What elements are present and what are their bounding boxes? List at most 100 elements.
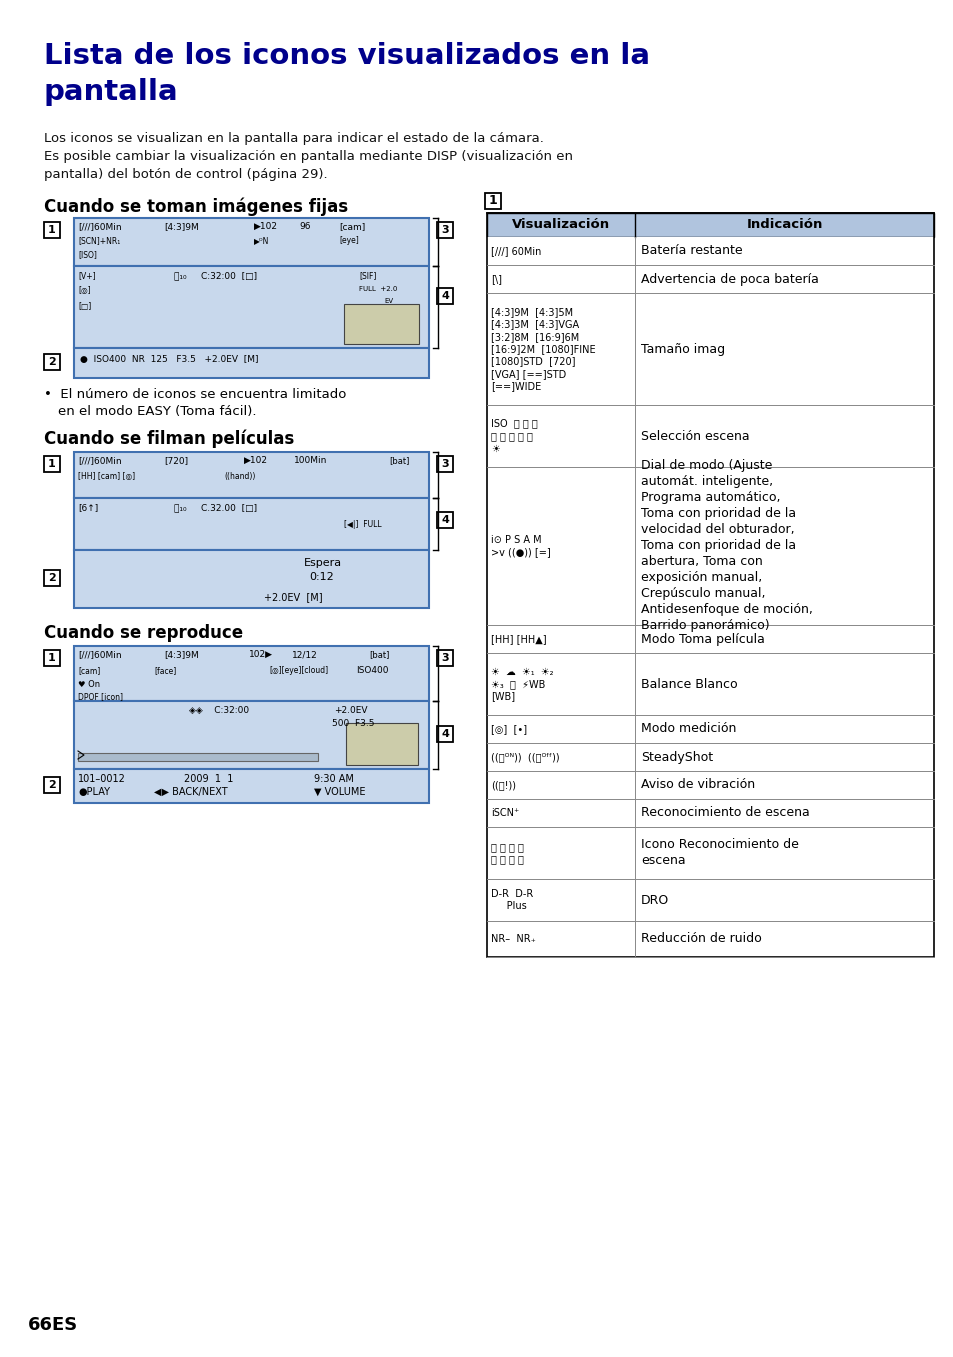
Text: [4:3]9M: [4:3]9M xyxy=(164,223,198,231)
Text: [///]60Min: [///]60Min xyxy=(78,650,121,660)
Bar xyxy=(486,744,933,771)
Text: 4: 4 xyxy=(440,290,449,301)
Bar xyxy=(486,293,933,404)
Text: [cam]: [cam] xyxy=(78,666,100,674)
Text: Modo Toma película: Modo Toma película xyxy=(640,632,764,646)
Text: 102▶: 102▶ xyxy=(249,650,273,660)
Text: [///]60Min: [///]60Min xyxy=(78,223,121,231)
Text: 3: 3 xyxy=(440,225,448,235)
Text: 4: 4 xyxy=(440,729,449,740)
Text: +2.0EV: +2.0EV xyxy=(334,706,367,715)
Text: [HH] [HH▲]: [HH] [HH▲] xyxy=(491,634,546,645)
Bar xyxy=(436,512,453,528)
Text: 1: 1 xyxy=(48,653,56,664)
Bar xyxy=(486,826,933,879)
Text: [□]: [□] xyxy=(78,303,91,311)
Bar xyxy=(436,223,453,237)
Text: ●PLAY: ●PLAY xyxy=(78,787,110,797)
Text: Cuando se filman películas: Cuando se filman películas xyxy=(44,430,294,449)
Text: [eye]: [eye] xyxy=(338,236,358,246)
Text: ((👁!)): ((👁!)) xyxy=(491,780,516,790)
Text: Modo medición: Modo medición xyxy=(640,722,736,735)
Bar xyxy=(74,498,429,550)
Text: +2.0EV  [M]: +2.0EV [M] xyxy=(264,592,322,603)
Text: Dial de modo (Ajuste
automát. inteligente,
Programa automático,
Toma con priorid: Dial de modo (Ajuste automát. inteligent… xyxy=(640,460,812,632)
Text: 500  F3.5: 500 F3.5 xyxy=(332,719,375,727)
Text: Reconocimiento de escena: Reconocimiento de escena xyxy=(640,806,809,820)
Bar xyxy=(44,570,60,586)
Bar xyxy=(74,702,429,769)
Text: i⊙ P S A M
>v ((●)) [=]: i⊙ P S A M >v ((●)) [=] xyxy=(491,535,550,558)
Bar xyxy=(486,799,933,826)
Bar xyxy=(344,304,418,345)
Text: [\]: [\] xyxy=(491,274,501,284)
Text: [4:3]9M: [4:3]9M xyxy=(164,650,198,660)
Text: 1: 1 xyxy=(48,459,56,470)
Text: ISO400: ISO400 xyxy=(355,666,388,674)
Text: D-R  D-R
     Plus: D-R D-R Plus xyxy=(491,889,533,911)
Bar xyxy=(74,452,429,498)
Text: 66ES: 66ES xyxy=(28,1316,78,1334)
Text: Tamaño imag: Tamaño imag xyxy=(640,342,724,356)
Bar xyxy=(486,265,933,293)
Text: Ⓢ₁₀     C:32:00  [□]: Ⓢ₁₀ C:32:00 [□] xyxy=(173,271,257,280)
Text: Advertencia de poca batería: Advertencia de poca batería xyxy=(640,273,818,285)
Bar xyxy=(484,193,500,209)
Text: ◀▶ BACK/NEXT: ◀▶ BACK/NEXT xyxy=(153,787,228,797)
Bar xyxy=(346,723,417,765)
Text: 0:12: 0:12 xyxy=(309,573,334,582)
Bar xyxy=(486,467,933,626)
Text: •  El número de iconos se encuentra limitado: • El número de iconos se encuentra limit… xyxy=(44,388,346,402)
Text: [cam]: [cam] xyxy=(338,223,365,231)
Text: ▶102: ▶102 xyxy=(244,456,268,465)
Bar xyxy=(486,921,933,957)
Text: 96: 96 xyxy=(298,223,310,231)
Text: [◎]  [•]: [◎] [•] xyxy=(491,725,527,734)
Bar xyxy=(44,456,60,472)
Text: SteadyShot: SteadyShot xyxy=(640,750,713,764)
Bar xyxy=(44,650,60,666)
Text: ◈◈    C:32:00: ◈◈ C:32:00 xyxy=(189,706,249,715)
Bar xyxy=(44,778,60,792)
Text: 12/12: 12/12 xyxy=(292,650,317,660)
Text: Icono Reconocimiento de
escena: Icono Reconocimiento de escena xyxy=(640,839,798,867)
Bar xyxy=(44,354,60,370)
Text: ▶102: ▶102 xyxy=(253,223,277,231)
Text: DRO: DRO xyxy=(640,893,669,906)
Text: 2: 2 xyxy=(48,780,56,790)
Text: Cuando se reproduce: Cuando se reproduce xyxy=(44,624,243,642)
Text: [bat]: [bat] xyxy=(389,456,409,465)
Text: ((👁ᴼᴺ))  ((👁ᴼᶠᶠ)): ((👁ᴼᴺ)) ((👁ᴼᶠᶠ)) xyxy=(491,752,559,763)
Text: NR–  NR₊: NR– NR₊ xyxy=(491,934,536,944)
Bar xyxy=(486,237,933,265)
Text: Ⓢ₁₀     C.32.00  [□]: Ⓢ₁₀ C.32.00 [□] xyxy=(173,503,257,512)
Text: 101–0012: 101–0012 xyxy=(78,773,126,784)
Text: pantalla) del botón de control (página 29).: pantalla) del botón de control (página 2… xyxy=(44,168,327,180)
Text: [◎]: [◎] xyxy=(78,286,91,294)
Text: DPOF [icon]: DPOF [icon] xyxy=(78,692,123,702)
Text: ☀  ☁  ☀₁  ☀₂
☀₃  💡  ⚡WB
[WB]: ☀ ☁ ☀₁ ☀₂ ☀₃ 💡 ⚡WB [WB] xyxy=(491,666,553,702)
Bar xyxy=(78,753,317,761)
Text: ((hand)): ((hand)) xyxy=(224,472,255,480)
Text: Balance Blanco: Balance Blanco xyxy=(640,677,737,691)
Text: [ISO]: [ISO] xyxy=(78,250,97,259)
Text: Batería restante: Batería restante xyxy=(640,244,741,258)
Bar xyxy=(74,769,429,803)
Text: Cuando se toman imágenes fijas: Cuando se toman imágenes fijas xyxy=(44,198,348,217)
Text: [4:3]9M  [4:3]5M
[4:3]3M  [4:3]VGA
[3:2]8M  [16:9]6M
[16:9]2M  [1080]FINE
[1080]: [4:3]9M [4:3]5M [4:3]3M [4:3]VGA [3:2]8M… xyxy=(491,307,595,391)
Text: [◎][eye][cloud]: [◎][eye][cloud] xyxy=(269,666,328,674)
Text: [SCN]+NR₁: [SCN]+NR₁ xyxy=(78,236,120,246)
Bar xyxy=(486,715,933,744)
Text: 2009  1  1: 2009 1 1 xyxy=(184,773,233,784)
Text: [HH] [cam] [◎]: [HH] [cam] [◎] xyxy=(78,472,135,480)
Text: 4: 4 xyxy=(440,516,449,525)
Bar xyxy=(74,266,429,347)
Bar xyxy=(486,653,933,715)
Text: iSCN⁺: iSCN⁺ xyxy=(491,807,518,818)
Bar xyxy=(44,223,60,237)
Bar xyxy=(74,218,429,266)
Text: 3: 3 xyxy=(440,459,448,470)
Bar xyxy=(74,347,429,379)
Bar xyxy=(74,550,429,608)
Bar xyxy=(486,879,933,921)
